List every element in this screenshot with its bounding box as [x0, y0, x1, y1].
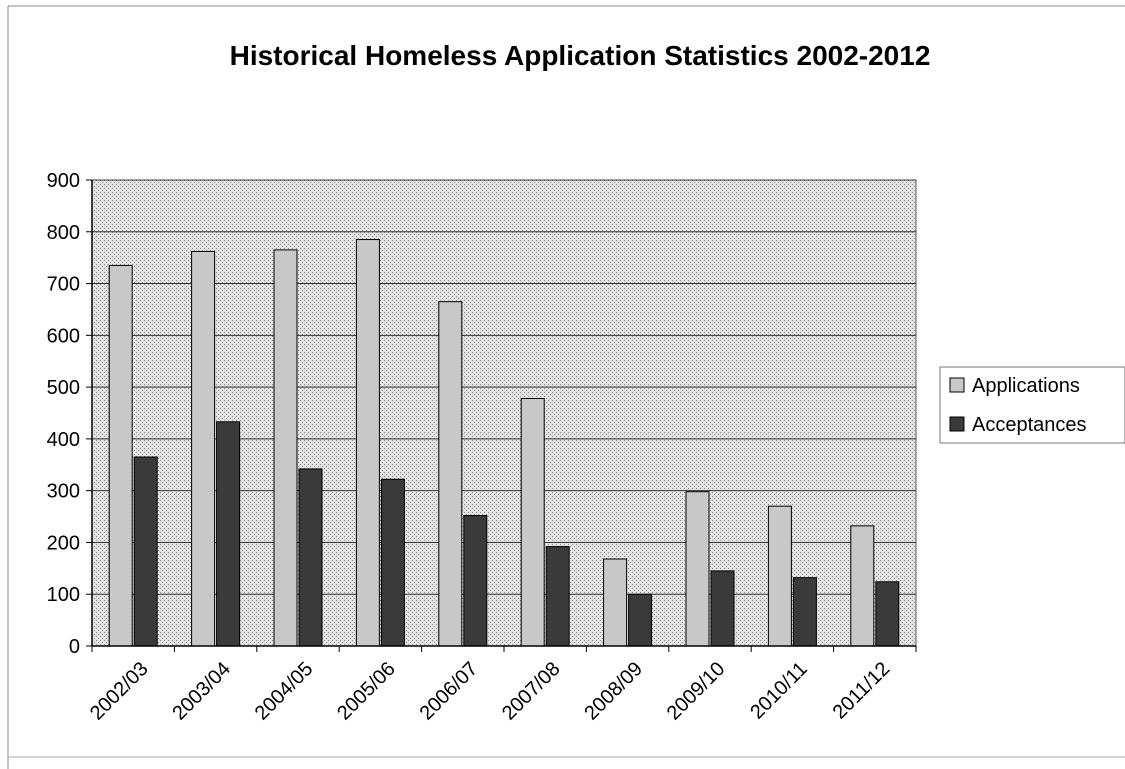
x-tick-label: 2003/04	[168, 658, 235, 725]
bar-acceptances-2005-06	[380, 478, 405, 647]
bar-acceptances-2003-04	[216, 421, 241, 647]
bar-acceptances-2009-10	[710, 570, 735, 647]
bar-applications-2009-10	[685, 491, 710, 647]
legend-label-applications: Applications	[972, 375, 1080, 397]
x-tick-label: 2004/05	[251, 658, 318, 725]
legend-box	[939, 366, 1125, 444]
bar-applications-2005-06	[355, 239, 380, 647]
chart-title: Historical Homeless Application Statisti…	[229, 40, 931, 71]
x-tick-label: 2010/11	[746, 658, 812, 724]
bar-applications-2003-04	[191, 250, 216, 647]
y-tick-label: 200	[47, 532, 80, 554]
bar-acceptances-2004-05	[298, 468, 323, 647]
y-tick-label: 800	[47, 222, 80, 244]
x-tick-label: 2006/07	[416, 658, 483, 725]
x-axis-tick-labels: 2002/03 2003/04 2004/05 2005/06 2006/07 2007/…	[86, 658, 894, 725]
legend-swatch-applications	[949, 377, 965, 393]
bar-applications-2008-09	[603, 558, 628, 647]
bar-acceptances-2006-07	[463, 515, 488, 647]
bar-acceptances-2008-09	[628, 593, 653, 647]
bar-applications-2002-03	[108, 264, 133, 647]
bar-acceptances-2007-08	[545, 546, 570, 647]
bar-applications-2004-05	[273, 249, 298, 647]
gridlines	[92, 179, 916, 595]
x-tick-label: 2007/08	[498, 658, 565, 725]
legend: Applications Acceptances	[939, 366, 1125, 444]
bar-acceptances-2011-12	[875, 581, 900, 647]
y-tick-label: 500	[47, 377, 80, 399]
bar-applications-2006-07	[438, 301, 463, 647]
bar-applications-2007-08	[520, 398, 545, 647]
y-tick-label: 600	[47, 325, 80, 347]
x-tick-label: 2011/12	[829, 658, 895, 724]
x-tick-label: 2009/10	[663, 658, 730, 725]
bar-acceptances-2002-03	[133, 456, 158, 647]
y-tick-label: 900	[47, 170, 80, 192]
bars	[108, 239, 900, 647]
y-axis-tick-labels: 0 100 200 300 400 500 600 700 800 900	[47, 170, 80, 658]
y-tick-label: 400	[47, 429, 80, 451]
y-tick-label: 100	[47, 584, 80, 606]
x-tick-label: 2005/06	[333, 658, 400, 725]
legend-swatch-acceptances	[949, 416, 965, 432]
x-tick-label: 2008/09	[580, 658, 647, 725]
y-tick-label: 0	[69, 636, 80, 658]
plot-area	[91, 179, 917, 647]
y-tick-label: 700	[47, 274, 80, 296]
legend-label-acceptances: Acceptances	[972, 414, 1087, 436]
bar-acceptances-2010-11	[792, 577, 817, 647]
bar-applications-2011-12	[850, 525, 875, 647]
y-tick-label: 300	[47, 481, 80, 503]
x-tick-label: 2002/03	[86, 658, 153, 725]
bar-applications-2010-11	[767, 505, 792, 647]
axes	[86, 179, 917, 652]
